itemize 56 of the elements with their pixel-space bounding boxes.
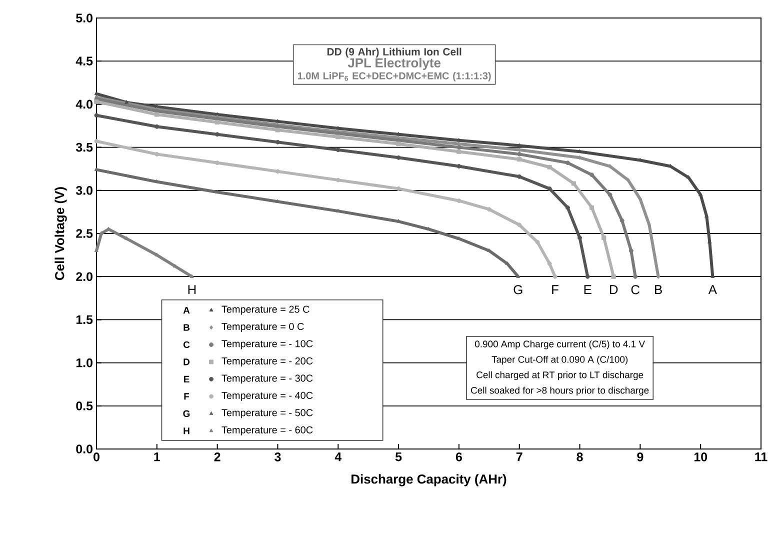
y-tick-label: 2.0	[76, 272, 92, 282]
annotation: 1.0M LiPF$_{6}$ EC+DEC+DMC+EMC (1:1:1:3)	[298, 72, 491, 82]
y-axis-title: Cell Voltage (V)	[54, 187, 67, 280]
annotation: B	[184, 324, 190, 331]
annotation: E	[184, 376, 190, 382]
annotation: E	[584, 285, 592, 294]
annotation: G	[514, 285, 522, 294]
x-tick-label: 1	[154, 452, 160, 462]
y-tick-label: 5.0	[76, 14, 92, 22]
y-tick-label: 3.0	[76, 186, 92, 195]
annotation: D	[610, 285, 618, 294]
text: JPL Electrolyte	[348, 58, 441, 70]
x-tick-label: 3	[274, 452, 281, 462]
annotation: H	[188, 285, 196, 294]
annotation: B	[655, 285, 662, 294]
x-tick-label: 0	[94, 452, 100, 462]
x-tick-label: 9	[637, 452, 644, 462]
annotation: H	[184, 428, 190, 434]
legend-label: Temperature = 0 C	[222, 322, 304, 332]
annotation: G	[183, 410, 190, 418]
legend-label: Temperature = - 20C	[222, 357, 313, 366]
annotation: F	[184, 393, 190, 400]
y-tick-label: 1.5	[76, 315, 93, 324]
annotation: D	[184, 358, 190, 366]
annotation: Cell soaked for >8 hours prior to discharge	[471, 386, 649, 396]
annotation: C	[631, 285, 640, 294]
x-tick-label: 5	[395, 452, 402, 462]
x-tick-label: 11	[755, 452, 768, 462]
x-tick-label: 7	[516, 452, 522, 462]
legend-label: Temperature = 25 C	[222, 306, 310, 315]
y-tick-label: 4.5	[76, 56, 93, 66]
text: DD (9 Ahr) Lithium Ion Cell	[327, 48, 462, 58]
y-tick-label: 2.5	[76, 229, 93, 238]
x-axis-title: Discharge Capacity (AHr)	[352, 474, 506, 486]
legend-label: Temperature = - 10C	[222, 340, 313, 350]
legend-label: Temperature = - 60C	[222, 426, 313, 436]
annotation: Cell charged at RT prior to LT discharge	[476, 371, 644, 380]
y-tick-label: 3.5	[76, 142, 93, 152]
x-tick-label: 4	[334, 452, 342, 462]
legend-label: Temperature = - 40C	[222, 392, 313, 401]
annotation: Taper Cut-Off at 0.090 A (C/100)	[492, 356, 628, 365]
annotation: C	[183, 341, 190, 348]
annotation: A	[183, 306, 190, 314]
y-tick-label: 0.5	[76, 402, 93, 410]
y-tick-label: 4.0	[76, 100, 92, 109]
x-tick-label: 6	[456, 452, 462, 462]
x-tick-label: 10	[694, 452, 708, 462]
annotation: F	[552, 285, 558, 294]
x-tick-label: 8	[576, 452, 583, 462]
annotation: A	[708, 285, 717, 294]
legend-label: Temperature = - 50C	[222, 409, 313, 418]
x-tick-label: 2	[214, 452, 220, 462]
legend-label: Temperature = - 30C	[222, 374, 313, 384]
y-tick-label: 0.0	[76, 444, 92, 454]
annotation: 0.900 Amp Charge current (C/5) to 4.1 V	[474, 340, 646, 350]
y-tick-label: 1.0	[76, 358, 92, 368]
